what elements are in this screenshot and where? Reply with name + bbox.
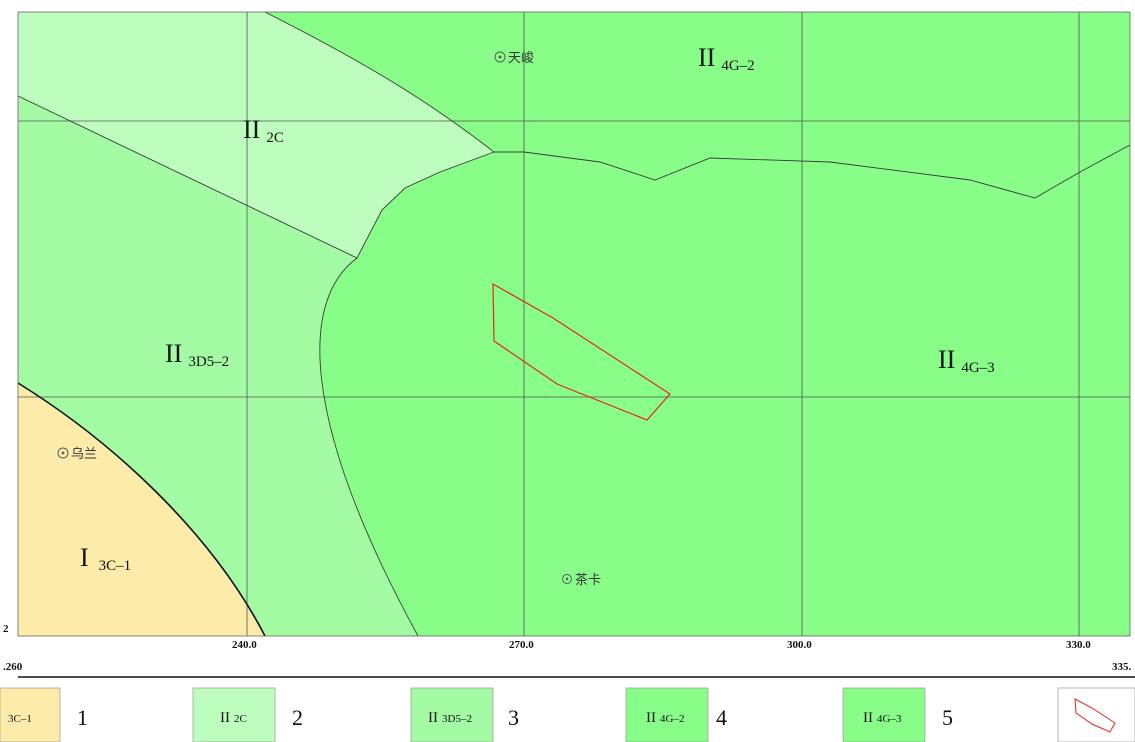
place-marker-dot xyxy=(565,577,569,581)
legend-item-4: II 4G–2 4 xyxy=(625,687,727,742)
x-tick-label: 240.0 xyxy=(232,639,257,651)
legend-item-1: 3C–1 1 xyxy=(0,687,88,742)
zone-boundaries xyxy=(17,11,1131,637)
corner-label-left-top: 2 xyxy=(3,623,9,635)
x-tick-label: 270.0 xyxy=(509,639,534,651)
legend-code: II 2C xyxy=(220,710,247,726)
legend: 3C–1 1 II 2C 2 II 3D5–2 3 II 4G–2 4 II 4G–3 … xyxy=(0,687,1135,742)
legend-code: 3C–1 xyxy=(8,713,32,725)
legend-number: 1 xyxy=(77,705,88,730)
place-marker-icon xyxy=(494,51,506,63)
place-name-chaka: 茶卡 xyxy=(575,572,601,588)
legend-swatch xyxy=(625,687,709,742)
zone-II2C-fill xyxy=(18,12,494,258)
zone-label-II4G-2: II 4G–2 xyxy=(698,43,755,74)
place-tianjun: 天峻 xyxy=(494,50,534,66)
legend-item-2: II 2C 2 xyxy=(192,687,303,742)
place-marker-icon xyxy=(57,447,69,459)
zone-label-II3D5-2: II 3D5–2 xyxy=(165,339,229,370)
legend-item-study-area xyxy=(1057,687,1135,742)
legend-number: 3 xyxy=(508,705,519,730)
legend-item-5: II 4G–3 5 xyxy=(842,687,953,742)
legend-code: II 4G–3 xyxy=(863,710,902,726)
place-name-wulan: 乌兰 xyxy=(71,446,97,462)
legend-swatch xyxy=(410,687,494,742)
x-tick-label: 300.0 xyxy=(787,639,812,651)
legend-swatch xyxy=(1057,687,1135,742)
grid-lines xyxy=(18,12,1130,636)
legend-swatch xyxy=(842,687,926,742)
map-frame xyxy=(17,11,1131,637)
legend-code: II 4G–2 xyxy=(646,710,684,726)
place-marker-dot xyxy=(61,451,65,455)
legend-swatch xyxy=(0,687,61,742)
place-wulan: 乌兰 xyxy=(57,446,97,462)
legend-number: 2 xyxy=(292,705,303,730)
zone-label-II2C: II 2C xyxy=(243,115,284,146)
zone-I3C-1-fill xyxy=(18,383,265,636)
corner-label-left: .260 xyxy=(3,661,23,673)
x-tick-label: 330.0 xyxy=(1066,639,1091,651)
corner-label-right: 335. xyxy=(1112,661,1132,673)
legend-number: 4 xyxy=(716,705,727,730)
legend-code: II 3D5–2 xyxy=(428,710,472,726)
legend-number: 5 xyxy=(942,705,953,730)
study-area-polygon xyxy=(492,282,671,421)
legend-swatch xyxy=(192,687,276,742)
study-area-legend-icon xyxy=(1074,698,1116,733)
place-marker-icon xyxy=(562,574,572,584)
zone-label-II4G-3: II 4G–3 xyxy=(938,345,995,376)
place-name-tianjun: 天峻 xyxy=(508,50,534,66)
place-chaka: 茶卡 xyxy=(562,572,601,588)
zone-label-I3C-1: I 3C–1 xyxy=(80,543,131,574)
legend-item-3: II 3D5–2 3 xyxy=(410,687,519,742)
zone-I-boundary xyxy=(17,382,266,637)
place-marker-dot xyxy=(498,55,502,59)
